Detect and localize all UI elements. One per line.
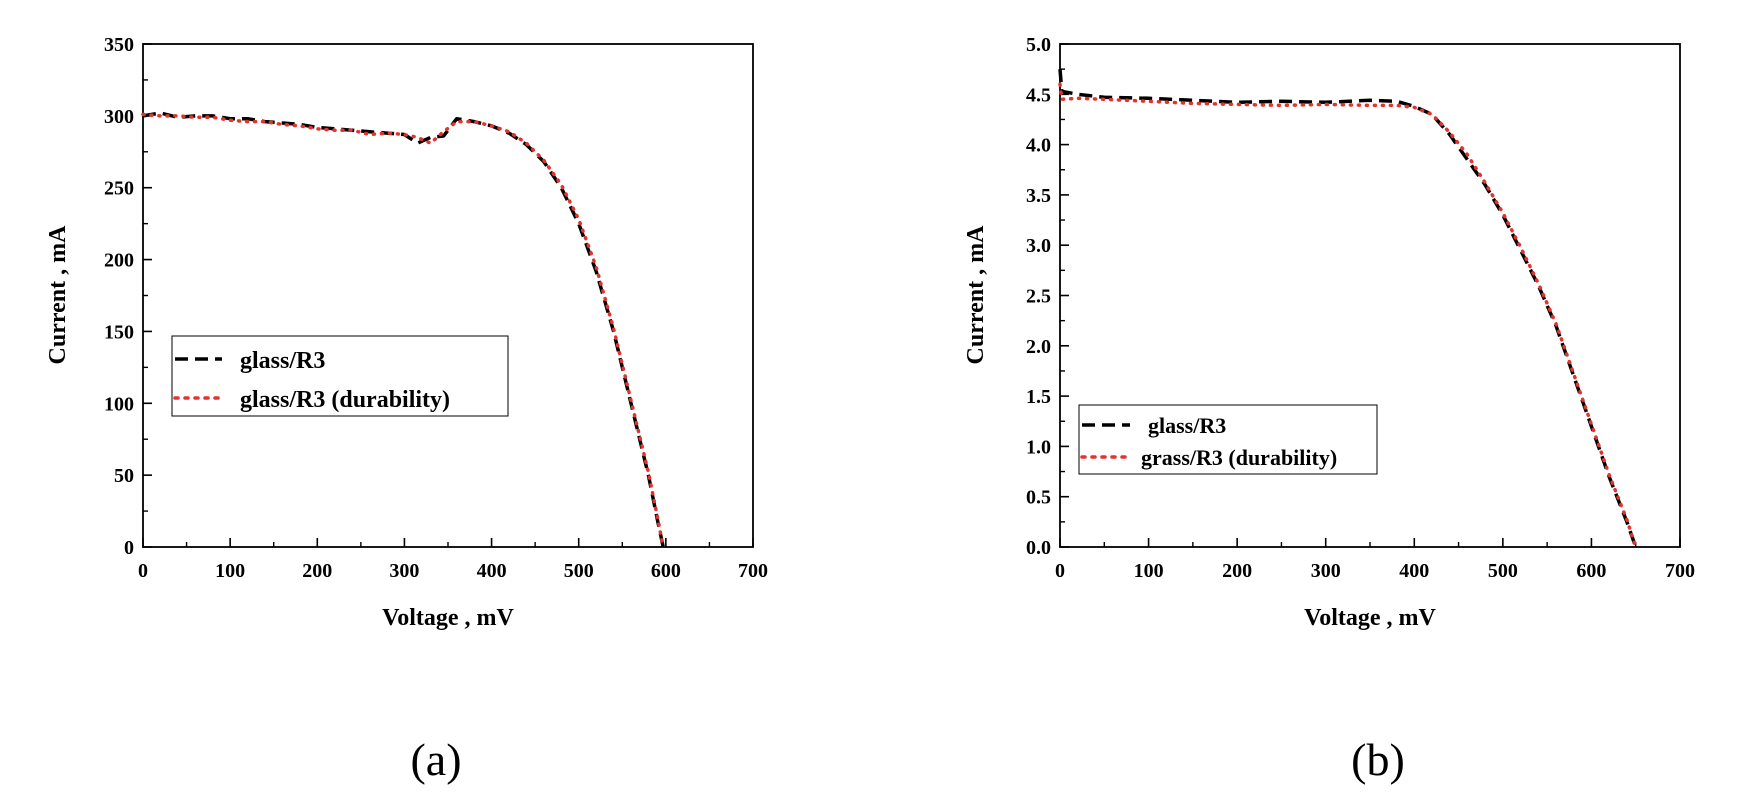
- x-tick-label: 400: [477, 560, 507, 582]
- chart-panel-a: 0 100 200 300 400 500 600 700 0 50 100 150 200 250 300…: [45, 34, 768, 785]
- legend-label-glass-r3: glass/R3: [240, 348, 325, 374]
- y-tick-label: 0: [124, 537, 134, 559]
- y-tick-label: 3.0: [1026, 235, 1051, 257]
- panel-label-a: (a): [410, 734, 461, 785]
- y-tick-label: 5.0: [1026, 34, 1051, 56]
- y-tick-label: 0.5: [1026, 487, 1051, 509]
- series-line-glass-r3: [1058, 69, 1638, 548]
- data-series: [141, 111, 665, 549]
- data-series: [1058, 69, 1638, 549]
- x-tick-label: 100: [1134, 560, 1164, 582]
- x-tick-label: 300: [389, 560, 419, 582]
- legend: glass/R3 glass/R3 (durability): [171, 335, 509, 417]
- x-tick-label: 700: [1665, 560, 1695, 582]
- legend-label-durability: glass/R3 (durability): [240, 387, 450, 413]
- axis-ticks: 0 100 200 300 400 500 600 700 0 50 100 150 200 250 300…: [104, 34, 768, 582]
- x-tick-label: 300: [1311, 560, 1341, 582]
- x-tick-label: 500: [1488, 560, 1518, 582]
- legend-label-glass-r3: glass/R3: [1148, 413, 1226, 438]
- x-tick-label: 600: [1576, 560, 1606, 582]
- y-tick-label: 1.0: [1026, 436, 1051, 458]
- panel-label-b: (b): [1351, 734, 1405, 785]
- y-tick-label: 3.5: [1026, 185, 1051, 207]
- axis-ticks: 0 100 200 300 400 500 600 700 0.0 0.5 1.0 1.5 2.0 2.5…: [1026, 34, 1695, 582]
- y-tick-label: 300: [104, 106, 134, 128]
- x-tick-label: 100: [215, 560, 245, 582]
- y-tick-label: 2.0: [1026, 336, 1051, 358]
- y-tick-label: 1.5: [1026, 386, 1051, 408]
- series-line-glass-r3: [142, 111, 665, 548]
- y-tick-label: 0.0: [1026, 537, 1051, 559]
- x-tick-label: 400: [1399, 560, 1429, 582]
- y-tick-label: 2.5: [1026, 286, 1051, 308]
- series-line-durability: [141, 112, 665, 549]
- y-tick-label: 4.0: [1026, 135, 1051, 157]
- x-tick-label: 200: [1222, 560, 1252, 582]
- series-line-durability: [1058, 82, 1638, 549]
- legend-box: [1078, 404, 1378, 475]
- x-tick-label: 700: [738, 560, 768, 582]
- y-tick-label: 250: [104, 178, 134, 200]
- y-tick-label: 350: [104, 34, 134, 56]
- y-axis-title: Current , mA: [45, 225, 71, 365]
- y-axis-title: Current , mA: [963, 225, 989, 365]
- y-tick-label: 150: [104, 321, 134, 343]
- y-tick-label: 50: [114, 465, 134, 487]
- y-tick-label: 200: [104, 250, 134, 272]
- y-tick-label: 100: [104, 393, 134, 415]
- x-tick-label: 600: [651, 560, 681, 582]
- legend-box: [171, 335, 509, 417]
- x-axis-title: Voltage , mV: [1304, 605, 1436, 631]
- y-tick-label: 4.5: [1026, 84, 1051, 106]
- x-axis-title: Voltage , mV: [382, 605, 514, 631]
- chart-panel-b: 0 100 200 300 400 500 600 700 0.0 0.5 1.0 1.5 2.0 2.5…: [963, 34, 1695, 785]
- legend: glass/R3 grass/R3 (durability): [1078, 404, 1378, 475]
- x-tick-label: 0: [1055, 560, 1065, 582]
- x-tick-label: 500: [564, 560, 594, 582]
- legend-label-durability: grass/R3 (durability): [1141, 445, 1337, 470]
- x-tick-label: 200: [302, 560, 332, 582]
- x-tick-label: 0: [138, 560, 148, 582]
